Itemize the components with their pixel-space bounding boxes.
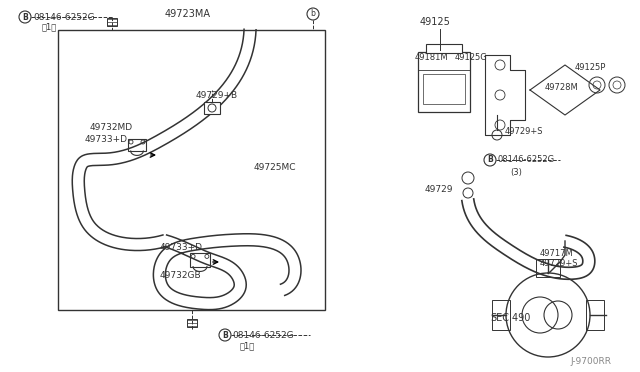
- Text: 49181M: 49181M: [415, 54, 449, 62]
- Circle shape: [463, 188, 473, 198]
- Text: 49725MC: 49725MC: [254, 164, 296, 173]
- Bar: [536, 259, 560, 277]
- Text: 08146-6252G: 08146-6252G: [232, 330, 294, 340]
- Text: B: B: [22, 13, 28, 22]
- Text: 49125G: 49125G: [455, 54, 488, 62]
- Text: 49717M: 49717M: [540, 248, 573, 257]
- Text: 49729+S: 49729+S: [540, 260, 579, 269]
- Text: 08146-6252G: 08146-6252G: [498, 155, 555, 164]
- Text: SEC.490: SEC.490: [490, 313, 531, 323]
- Bar: [492, 300, 510, 330]
- Bar: [190, 253, 210, 267]
- Bar: [107, 18, 117, 26]
- Text: 49733+D: 49733+D: [160, 244, 203, 253]
- Text: B: B: [487, 155, 493, 164]
- Text: 08146-6252G: 08146-6252G: [33, 13, 95, 22]
- Bar: [426, 44, 462, 53]
- Bar: [423, 74, 465, 104]
- Bar: [187, 319, 197, 327]
- Bar: [128, 139, 146, 151]
- Text: 〈1〉: 〈1〉: [42, 22, 57, 32]
- Text: 49729+S: 49729+S: [505, 128, 543, 137]
- Text: J-9700RR: J-9700RR: [570, 357, 611, 366]
- Bar: [586, 300, 604, 330]
- Text: 49729+B: 49729+B: [196, 90, 238, 99]
- Text: 49733+D: 49733+D: [85, 135, 128, 144]
- Text: B: B: [222, 330, 228, 340]
- Text: 〈1〉: 〈1〉: [240, 341, 255, 350]
- Text: 49732MD: 49732MD: [90, 124, 133, 132]
- Text: 49125: 49125: [420, 17, 451, 27]
- Bar: [58, 30, 325, 310]
- Bar: [418, 52, 470, 112]
- Bar: [204, 102, 220, 114]
- Text: 49723MA: 49723MA: [165, 9, 211, 19]
- Text: 49125P: 49125P: [575, 64, 606, 73]
- Text: 49729: 49729: [425, 186, 454, 195]
- Text: 49732GB: 49732GB: [160, 270, 202, 279]
- Text: (3): (3): [510, 167, 522, 176]
- Text: 49728M: 49728M: [545, 83, 579, 92]
- Text: b: b: [310, 10, 316, 19]
